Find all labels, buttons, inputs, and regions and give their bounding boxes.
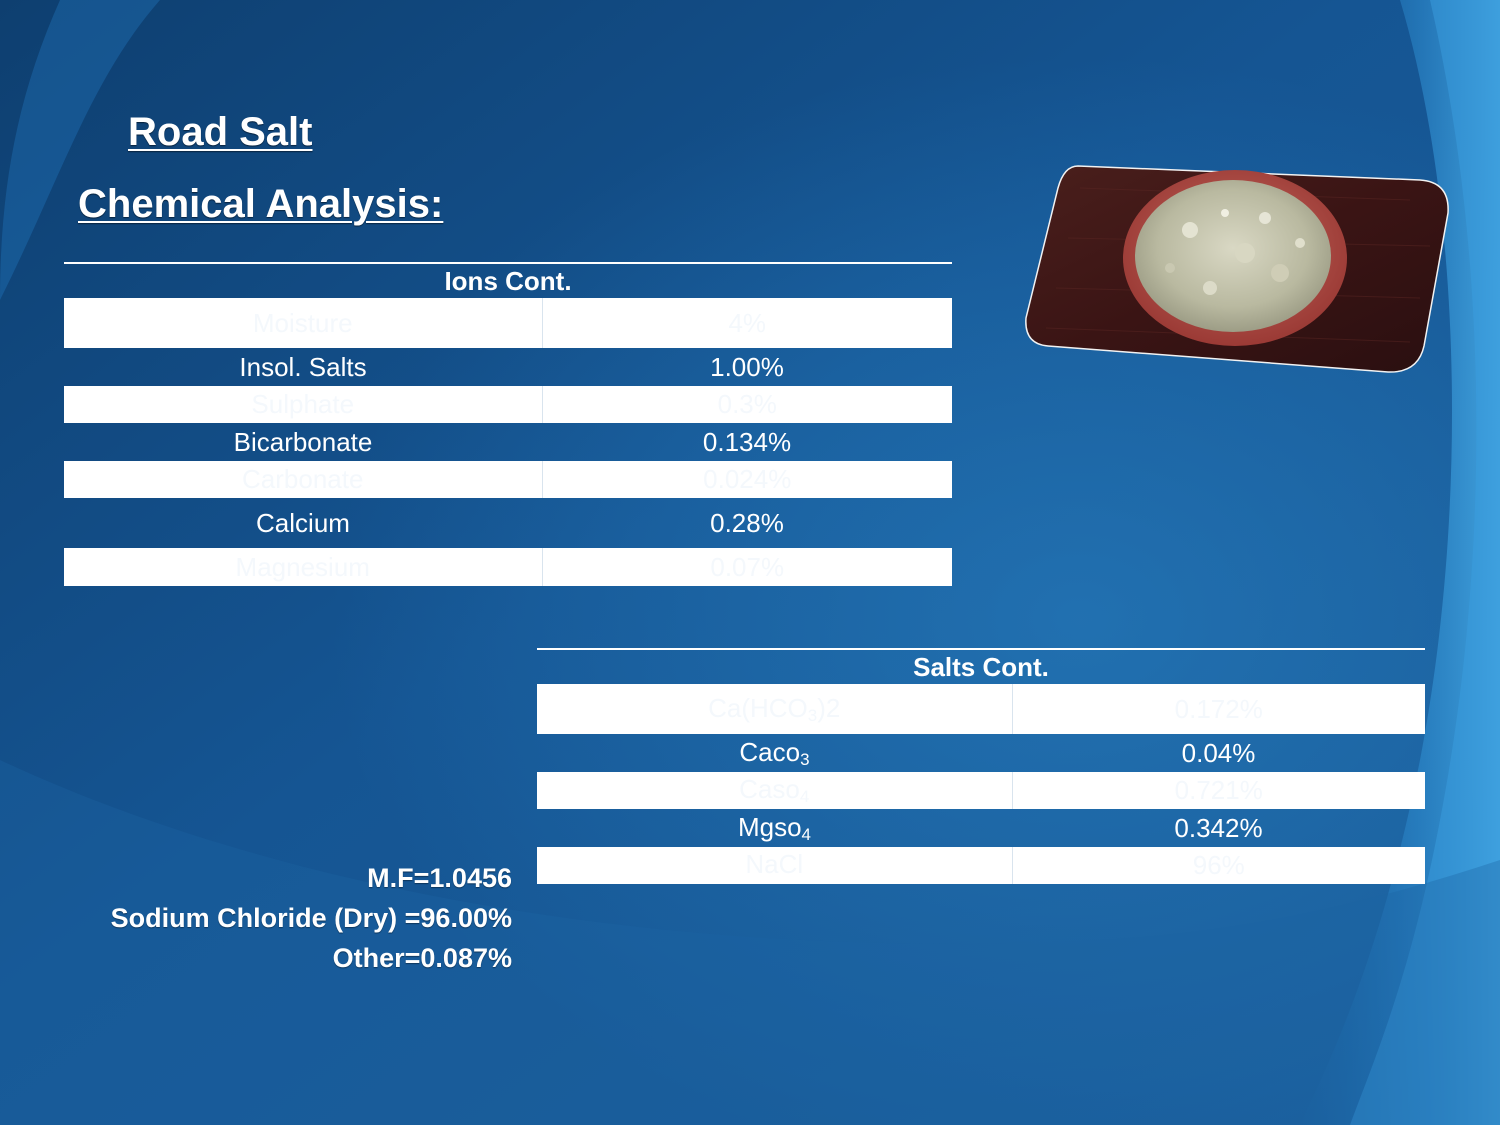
table-row: Insol. Salts 1.00%	[64, 348, 952, 386]
ions-table: Ions Cont. Moisture 4% Insol. Salts 1.00…	[64, 262, 952, 586]
salt-name: Caco3	[537, 734, 1012, 772]
ion-name: Magnesium	[64, 548, 542, 586]
table-row: Ca(HCO3)2 0.172%	[537, 684, 1426, 734]
ions-table-header: Ions Cont.	[64, 262, 952, 298]
ion-name: Insol. Salts	[239, 351, 367, 382]
ion-name: Bicarbonate	[233, 426, 373, 457]
salt-on-plate-photo	[1025, 165, 1449, 373]
ion-value: 0.3%	[541, 386, 952, 423]
salts-table-header: Salts Cont.	[537, 648, 1426, 684]
ion-name: Carbonate	[64, 461, 542, 498]
table-row: Caco3 0.04%	[537, 734, 1425, 772]
salt-value: 0.342%	[1174, 812, 1263, 843]
salt-value: 0.172%	[1011, 684, 1426, 734]
salt-formula: NaCl	[745, 849, 804, 879]
salt-formula: Caco	[739, 736, 801, 767]
other-note: Other=0.087%	[332, 943, 512, 973]
salt-subscript: 4	[801, 824, 812, 844]
salt-formula: Mgso	[737, 811, 802, 842]
table-row: Bicarbonate 0.134%	[64, 423, 952, 461]
salt-subscript: 4	[799, 787, 810, 806]
ion-value: 4%	[541, 298, 952, 348]
ion-value: 0.28%	[710, 507, 784, 538]
salt-formula: Ca(HCO	[708, 692, 808, 723]
table-row: Mgso4 0.342%	[537, 809, 1425, 847]
salt-value: 96%	[1011, 847, 1426, 884]
salt-name: Mgso4	[537, 809, 1012, 847]
section-heading: Chemical Analysis:	[78, 182, 444, 226]
salt-subscript: 3	[807, 705, 818, 725]
salt-formula-suffix: )2	[817, 692, 841, 723]
page-title: Road Salt	[128, 110, 313, 154]
salt-formula: Caso	[739, 774, 800, 804]
salt-subscript: 3	[800, 749, 810, 769]
sodium-chloride-note: Sodium Chloride (Dry) =96.00%	[110, 903, 512, 933]
table-row: Magnesium 0.07%	[64, 548, 952, 586]
salt-value: 0.04%	[1181, 737, 1256, 768]
ion-name: Sulphate	[64, 386, 542, 423]
table-row: Carbonate 0.024%	[64, 461, 952, 498]
ion-value: 0.134%	[702, 426, 792, 457]
ion-value: 1.00%	[710, 351, 784, 382]
table-row: Caso4 0.721%	[537, 772, 1426, 809]
summary-notes: M.F=1.0456 Sodium Chloride (Dry) =96.00%…	[111, 858, 512, 978]
ion-name: Calcium	[256, 507, 350, 538]
salt-value: 0.721%	[1011, 772, 1426, 809]
salt-name: Ca(HCO3)2	[537, 684, 1012, 734]
salt-name: NaCl	[537, 847, 1012, 884]
ion-name: Moisture	[64, 298, 542, 348]
table-row: Moisture 4%	[64, 298, 952, 348]
salts-table: Salts Cont. Ca(HCO3)2 0.172% Caco3 0.04%…	[537, 648, 1426, 884]
salt-name: Caso4	[537, 772, 1012, 809]
table-row: Calcium 0.28%	[64, 498, 952, 548]
ion-value: 0.07%	[541, 548, 952, 586]
mf-note: M.F=1.0456	[367, 863, 512, 893]
ion-value: 0.024%	[541, 461, 952, 498]
table-row: Sulphate 0.3%	[64, 386, 952, 423]
table-row: NaCl 96%	[537, 847, 1426, 884]
